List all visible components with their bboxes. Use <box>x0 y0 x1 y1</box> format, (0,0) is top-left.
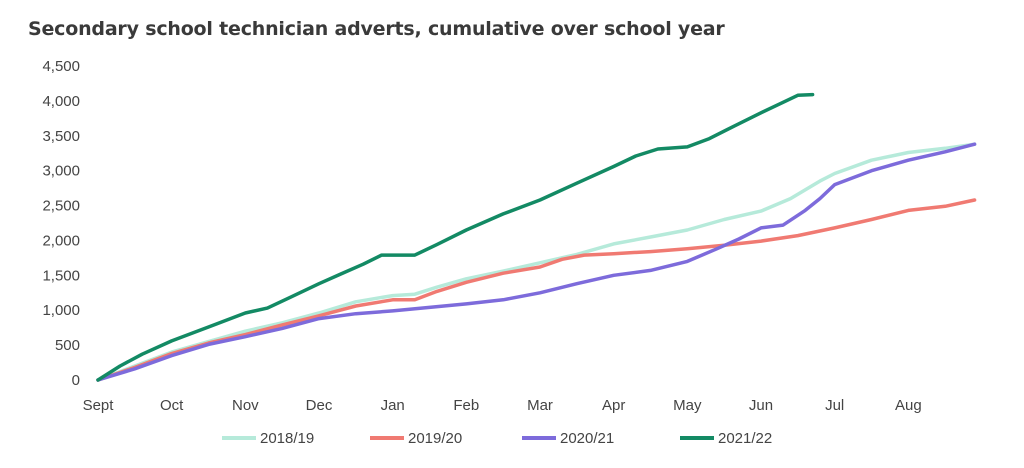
y-tick-label: 3,500 <box>42 128 80 145</box>
x-axis-ticks: Sept Oct Nov Dec Jan Feb Mar Apr May Jun Jul Aug <box>83 397 922 414</box>
x-tick-label: Oct <box>160 397 184 414</box>
y-tick-label: 4,000 <box>42 93 80 110</box>
y-tick-label: 2,500 <box>42 198 80 215</box>
series-line-2020-21 <box>96 142 977 382</box>
legend: 2018/19 2019/20 2020/21 2021/22 <box>222 430 772 447</box>
y-axis-ticks: 0 500 1,000 1,500 2,000 2,500 3,000 3,500 4,000 4… <box>42 58 80 389</box>
legend-label: 2019/20 <box>408 430 462 447</box>
x-tick-label: Mar <box>527 397 553 414</box>
x-tick-label: Sept <box>83 397 115 414</box>
y-tick-label: 1,000 <box>42 302 80 319</box>
legend-label: 2021/22 <box>718 430 772 447</box>
y-tick-label: 1,500 <box>42 267 80 284</box>
x-tick-label: Jun <box>749 397 773 414</box>
y-tick-label: 4,500 <box>42 58 80 75</box>
series-lines <box>96 92 977 382</box>
x-tick-label: Jan <box>381 397 405 414</box>
y-tick-label: 3,000 <box>42 163 80 180</box>
x-tick-label: Dec <box>306 397 333 414</box>
y-tick-label: 2,000 <box>42 232 80 249</box>
series-line-2021-22 <box>96 92 815 382</box>
series-line-2019-20 <box>96 198 977 382</box>
y-tick-label: 0 <box>72 372 80 389</box>
legend-label: 2020/21 <box>560 430 614 447</box>
y-tick-label: 500 <box>55 337 80 354</box>
x-tick-label: Nov <box>232 397 259 414</box>
x-tick-label: Jul <box>825 397 844 414</box>
series-line-2018-19 <box>96 142 977 382</box>
x-tick-label: Aug <box>895 397 922 414</box>
legend-label: 2018/19 <box>260 430 314 447</box>
x-tick-label: Apr <box>602 397 625 414</box>
x-tick-label: May <box>673 397 702 414</box>
chart-title: Secondary school technician adverts, cum… <box>28 18 725 40</box>
x-tick-label: Feb <box>453 397 479 414</box>
